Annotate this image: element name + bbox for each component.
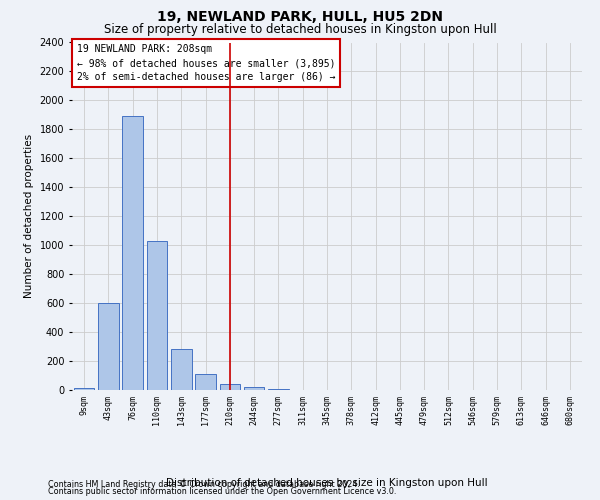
X-axis label: Distribution of detached houses by size in Kingston upon Hull: Distribution of detached houses by size … xyxy=(166,478,488,488)
Bar xyxy=(171,350,191,390)
Bar xyxy=(220,384,240,390)
Text: 19, NEWLAND PARK, HULL, HU5 2DN: 19, NEWLAND PARK, HULL, HU5 2DN xyxy=(157,10,443,24)
Text: Size of property relative to detached houses in Kingston upon Hull: Size of property relative to detached ho… xyxy=(104,22,496,36)
Y-axis label: Number of detached properties: Number of detached properties xyxy=(24,134,34,298)
Text: Contains public sector information licensed under the Open Government Licence v3: Contains public sector information licen… xyxy=(48,487,397,496)
Text: 19 NEWLAND PARK: 208sqm
← 98% of detached houses are smaller (3,895)
2% of semi-: 19 NEWLAND PARK: 208sqm ← 98% of detache… xyxy=(77,44,335,82)
Bar xyxy=(122,116,143,390)
Bar xyxy=(195,374,216,390)
Text: Contains HM Land Registry data © Crown copyright and database right 2024.: Contains HM Land Registry data © Crown c… xyxy=(48,480,360,489)
Bar xyxy=(98,303,119,390)
Bar xyxy=(74,388,94,390)
Bar xyxy=(244,387,265,390)
Bar xyxy=(268,388,289,390)
Bar xyxy=(146,241,167,390)
